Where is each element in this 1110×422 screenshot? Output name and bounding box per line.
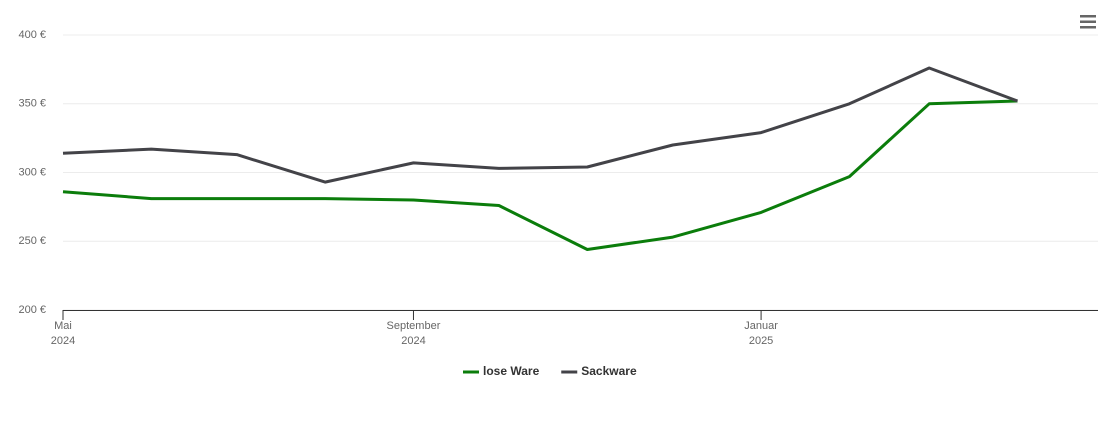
x-tick-label: 2025 bbox=[749, 335, 773, 347]
x-tick-label: September bbox=[387, 320, 441, 332]
menu-bar bbox=[1080, 20, 1096, 23]
legend-label: Sackware bbox=[581, 364, 637, 378]
x-tick-label: Mai bbox=[54, 320, 72, 332]
menu-bar bbox=[1080, 26, 1096, 29]
y-tick-label: 400 € bbox=[18, 29, 46, 41]
legend: lose Ware Sackware bbox=[463, 364, 637, 378]
series-line bbox=[62, 66, 1019, 184]
menu-bar bbox=[1080, 15, 1096, 18]
y-tick-label: 200 € bbox=[18, 304, 46, 316]
series-line bbox=[62, 99, 1018, 251]
x-tick-label: 2024 bbox=[51, 335, 75, 347]
y-tick-label: 250 € bbox=[18, 235, 46, 247]
menu-icon[interactable] bbox=[1080, 15, 1096, 29]
legend-label: lose Ware bbox=[483, 364, 540, 378]
x-tick-label: Januar bbox=[744, 320, 778, 332]
y-tick-label: 350 € bbox=[18, 98, 46, 110]
y-tick-label: 300 € bbox=[18, 166, 46, 178]
x-tick-label: 2024 bbox=[401, 335, 425, 347]
